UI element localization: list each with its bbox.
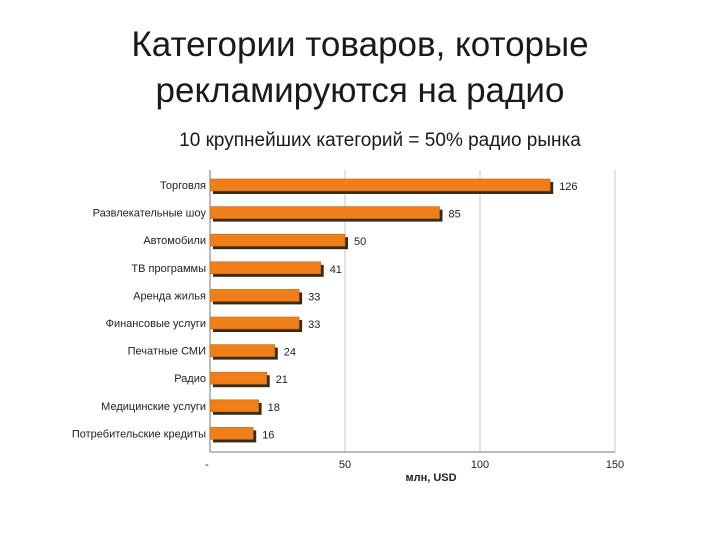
chart-subtitle: 10 крупнейших категорий = 50% радио рынк… [179,130,581,151]
bar [209,427,254,440]
bar [209,399,259,413]
bar [209,344,276,357]
category-label: Медицинские услуги [101,401,206,413]
data-label: 16 [262,429,274,441]
data-label: 33 [308,319,320,331]
bar [209,178,551,192]
bar [209,289,300,302]
data-label: 24 [284,347,296,359]
data-label: 33 [308,291,320,303]
x-tick-label: 150 [606,459,624,471]
data-label: 41 [330,264,342,276]
data-label: 126 [559,181,577,193]
bar [209,206,440,219]
x-axis-title: млн, USD [405,472,456,484]
title-line-1: Категории товаров, которые [131,25,589,64]
title-line-2: рекламируются на радио [155,71,565,110]
category-label: Печатные СМИ [128,346,206,358]
bar [209,316,300,330]
category-label: Потребительские кредиты [72,428,206,440]
category-label: Аренда жилья [133,290,206,302]
data-label: 18 [268,402,280,414]
data-label: 85 [449,209,461,221]
category-label: Радио [174,373,206,385]
category-label: Автомобили [143,235,206,247]
bar [209,261,321,275]
data-label: 21 [276,374,288,386]
x-tick-label: - [205,459,209,471]
bar [209,233,346,247]
category-label: Торговля [160,180,206,192]
category-label: Финансовые услуги [106,318,206,330]
category-label: ТВ программы [131,263,206,275]
page-title: Категории товаров, которые рекламируются… [0,22,720,114]
data-label: 50 [354,236,366,248]
bar [209,371,268,385]
x-tick-label: 100 [471,459,489,471]
category-label: Развлекательные шоу [93,208,207,220]
x-tick-label: 50 [339,459,351,471]
